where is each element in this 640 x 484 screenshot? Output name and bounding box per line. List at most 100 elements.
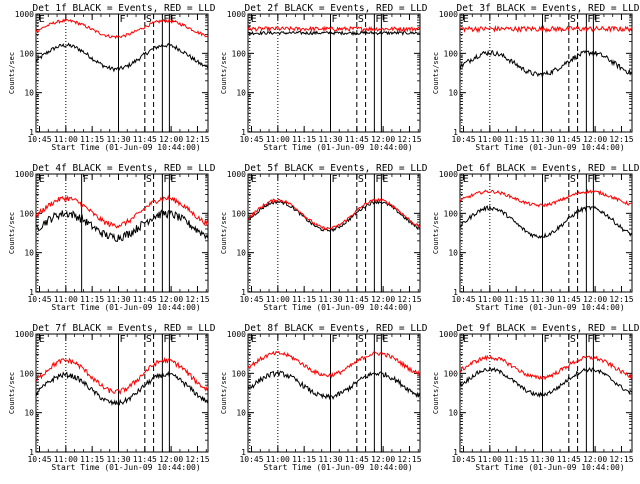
event-marker-label: E xyxy=(594,174,600,185)
event-marker-label: S xyxy=(146,334,152,345)
x-tick-label: 12:00 xyxy=(371,135,395,144)
x-axis-label: Start Time (01-Jun-09 10:44:00) xyxy=(263,143,412,152)
x-tick-label: 11:15 xyxy=(504,455,528,464)
event-marker-label: F xyxy=(331,174,337,185)
series-lld xyxy=(247,25,421,33)
x-tick-label: 11:45 xyxy=(557,135,581,144)
y-tick-label: 1 xyxy=(29,128,34,137)
x-tick-label: 11:15 xyxy=(80,455,104,464)
x-tick-label: 11:00 xyxy=(54,295,78,304)
x-tick-label: 11:30 xyxy=(318,295,342,304)
x-tick-label: 11:00 xyxy=(478,295,502,304)
y-tick-label: 100 xyxy=(20,49,35,58)
y-tick-label: 1000 xyxy=(227,10,246,19)
y-tick-label: 10 xyxy=(24,89,34,98)
series-events xyxy=(459,204,633,239)
plot-frame xyxy=(247,173,421,293)
y-tick-label: 1 xyxy=(241,288,246,297)
panel-det-5: Det 5f BLACK = Events, RED = LLD 1 10 100 10… xyxy=(220,163,428,312)
y-tick-label: 1000 xyxy=(227,170,246,179)
chart-title: Det 5f BLACK = Events, RED = LLD xyxy=(244,163,427,174)
event-marker-label: E xyxy=(170,14,176,25)
series-lld xyxy=(247,197,421,231)
panel-det-8: Det 8f BLACK = Events, RED = LLD 1 10 100 10… xyxy=(220,323,428,472)
plot-frame xyxy=(35,173,209,293)
series-events xyxy=(247,199,421,233)
y-tick-label: 10 xyxy=(24,249,34,258)
y-tick-label: 10 xyxy=(24,409,34,418)
x-tick-label: 11:15 xyxy=(504,295,528,304)
event-marker-label: F xyxy=(331,14,337,25)
y-axis-label: Counts/sec xyxy=(432,212,440,254)
plot-frame xyxy=(459,333,633,453)
panel-det-2: Det 2f BLACK = Events, RED = LLD 1 10 100 10… xyxy=(220,3,428,152)
y-tick-label: 100 xyxy=(20,369,35,378)
y-tick-label: 1 xyxy=(453,288,458,297)
x-tick-label: 11:00 xyxy=(478,135,502,144)
y-tick-label: 1 xyxy=(29,448,34,457)
y-tick-label: 10 xyxy=(236,409,246,418)
y-axis-label: Counts/sec xyxy=(220,52,228,94)
x-tick-label: 11:45 xyxy=(345,135,369,144)
x-tick-label: 10:45 xyxy=(451,295,475,304)
x-tick-label: 10:45 xyxy=(451,455,475,464)
chart-title: Det 6f BLACK = Events, RED = LLD xyxy=(456,163,639,174)
y-tick-label: 100 xyxy=(444,369,459,378)
y-tick-label: 100 xyxy=(232,369,247,378)
event-marker-label: E xyxy=(39,174,45,185)
event-marker-label: E xyxy=(382,334,388,345)
x-tick-label: 12:15 xyxy=(609,295,633,304)
y-tick-label: 100 xyxy=(232,49,247,58)
x-tick-label: 11:45 xyxy=(557,295,581,304)
x-tick-label: 12:15 xyxy=(397,455,421,464)
plot-frame xyxy=(459,173,633,293)
event-marker-label: F xyxy=(543,14,549,25)
event-marker-label: E xyxy=(170,334,176,345)
x-tick-label: 12:00 xyxy=(371,295,395,304)
series-events xyxy=(459,49,633,79)
y-tick-label: 1000 xyxy=(439,10,458,19)
x-tick-label: 11:30 xyxy=(318,455,342,464)
event-marker-label: E xyxy=(39,334,45,345)
y-tick-label: 10 xyxy=(236,89,246,98)
event-marker-label: S xyxy=(358,14,364,25)
event-marker-label: E xyxy=(251,334,257,345)
y-tick-label: 10 xyxy=(236,249,246,258)
event-marker-label: F xyxy=(163,174,169,185)
x-tick-label: 10:45 xyxy=(27,455,51,464)
x-tick-label: 11:15 xyxy=(80,135,104,144)
y-tick-label: 100 xyxy=(232,209,247,218)
y-tick-label: 1000 xyxy=(15,330,34,339)
series-events xyxy=(35,209,209,242)
chart-title: Det 3f BLACK = Events, RED = LLD xyxy=(456,3,639,14)
x-tick-label: 11:00 xyxy=(266,295,290,304)
y-axis-label: Counts/sec xyxy=(8,52,16,94)
x-tick-label: 11:15 xyxy=(504,135,528,144)
x-tick-label: 10:45 xyxy=(239,135,263,144)
event-marker-label: E xyxy=(594,334,600,345)
x-tick-label: 12:00 xyxy=(159,135,183,144)
event-marker-label: S xyxy=(570,334,576,345)
x-tick-label: 12:00 xyxy=(583,455,607,464)
y-axis-label: Counts/sec xyxy=(220,212,228,254)
x-tick-label: 10:45 xyxy=(27,295,51,304)
x-axis-label: Start Time (01-Jun-09 10:44:00) xyxy=(51,303,200,312)
x-tick-label: 11:00 xyxy=(266,455,290,464)
x-tick-label: 11:15 xyxy=(292,455,316,464)
x-tick-label: 11:45 xyxy=(133,135,157,144)
y-tick-label: 1 xyxy=(241,448,246,457)
x-tick-label: 11:45 xyxy=(345,295,369,304)
series-events xyxy=(247,370,421,401)
event-marker-label: E xyxy=(463,334,469,345)
x-axis-label: Start Time (01-Jun-09 10:44:00) xyxy=(51,463,200,472)
x-tick-label: 10:45 xyxy=(239,295,263,304)
panel-det-7: Det 7f BLACK = Events, RED = LLD 1 10 100 10… xyxy=(8,323,216,472)
x-axis-label: Start Time (01-Jun-09 10:44:00) xyxy=(475,303,624,312)
x-axis-label: Start Time (01-Jun-09 10:44:00) xyxy=(263,463,412,472)
y-tick-label: 1000 xyxy=(439,330,458,339)
y-tick-label: 1000 xyxy=(15,170,34,179)
x-tick-label: 12:15 xyxy=(185,455,209,464)
series-events xyxy=(35,42,209,73)
x-tick-label: 10:45 xyxy=(451,135,475,144)
x-tick-label: 12:15 xyxy=(185,135,209,144)
